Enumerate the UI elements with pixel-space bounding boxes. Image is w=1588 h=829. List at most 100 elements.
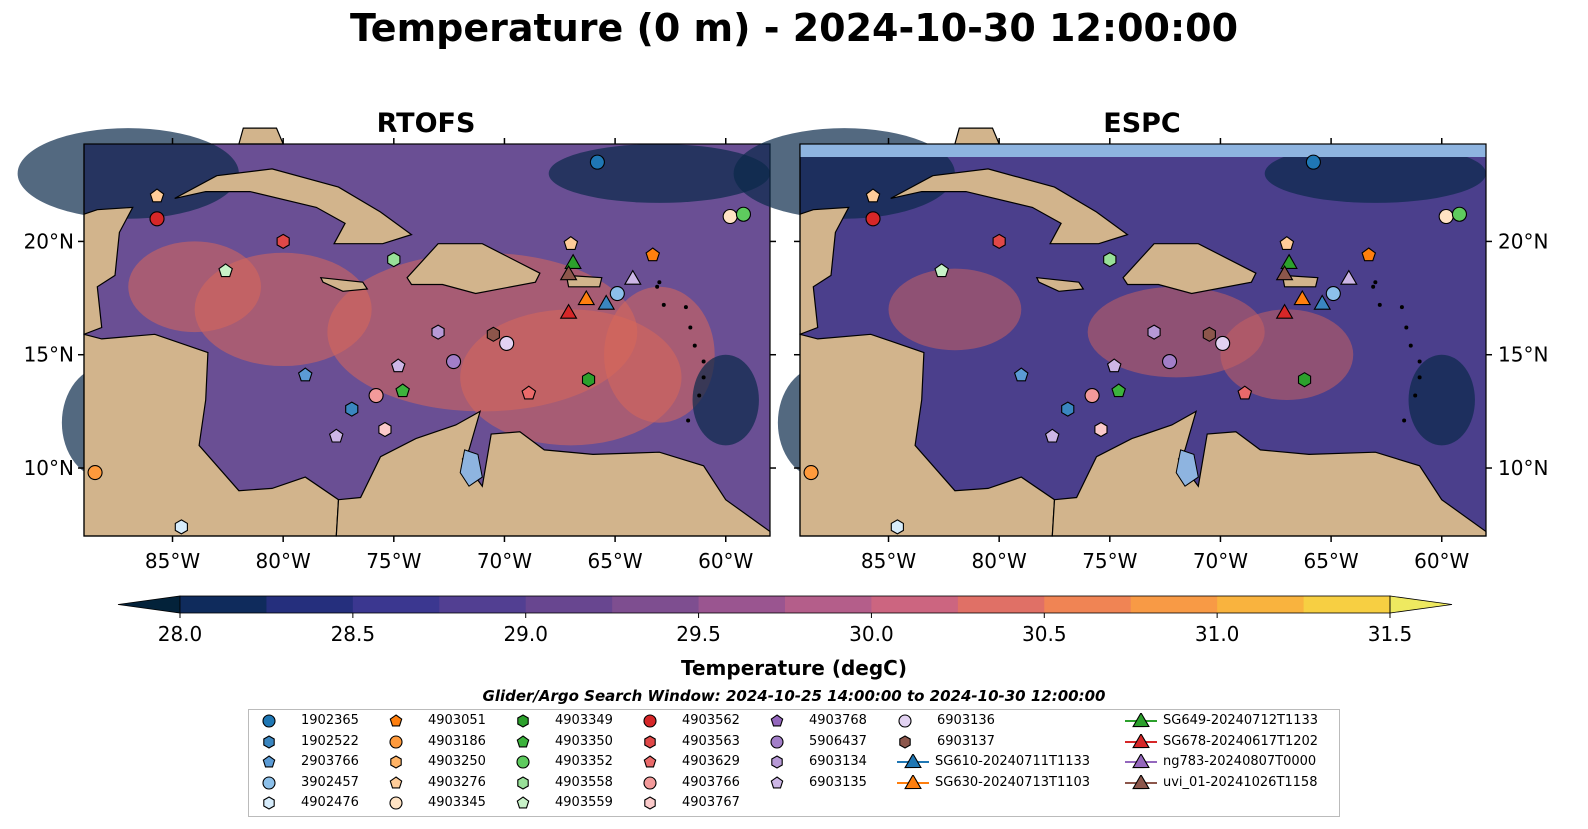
x-tick-label: 60°W: [698, 549, 753, 573]
colorbar-segment: [1130, 596, 1218, 613]
island: [1417, 375, 1422, 380]
legend-marker-icon: [262, 775, 276, 790]
legend-hexagon-icon: [899, 734, 911, 749]
legend-hexagon-icon: [263, 796, 275, 810]
island: [686, 418, 691, 423]
legend-label: 6903136: [937, 713, 995, 728]
station-6903134: [1147, 324, 1161, 340]
y-tick-label: 15°N: [1498, 343, 1548, 367]
station-3902457: [1325, 285, 1341, 302]
station-5906437: [1162, 353, 1178, 370]
colorbar-segment: [439, 596, 527, 613]
legend-marker-icon: [263, 796, 275, 810]
legend-triangle-icon: [1132, 774, 1150, 789]
station-SG610-20240711T1133: [1313, 294, 1332, 310]
colorbar-tick-label: 31.0: [1195, 622, 1240, 646]
legend-label: 1902522: [301, 733, 359, 749]
station-4903186: [87, 465, 103, 481]
legend-label: SG649-20240712T1133: [1163, 713, 1319, 728]
station-1902365: [589, 154, 605, 170]
legend-label: 5906437: [809, 733, 867, 749]
y-tick-label: 20°N: [1498, 229, 1548, 253]
x-tick-label: 70°W: [1193, 549, 1248, 573]
station-ng783-20240807T0000: [1339, 269, 1358, 285]
station-4903250: [563, 236, 579, 250]
legend-pentagon-icon: [643, 755, 657, 768]
legend-circle-icon: [262, 775, 276, 790]
x-tick-label: 85°W: [861, 549, 916, 573]
x-tick-label: 80°W: [256, 549, 311, 573]
legend-triangle-icon: [904, 754, 922, 769]
legend-marker-icon: [643, 775, 657, 790]
station-4903563: [992, 233, 1006, 250]
legend-label: 6903134: [809, 754, 867, 769]
legend-marker-icon: [1125, 733, 1157, 748]
legend-marker-icon: [898, 714, 912, 728]
legend-label: 4903352: [555, 754, 613, 769]
island: [1408, 343, 1413, 348]
colorbar-tick-label: 28.0: [158, 622, 203, 646]
legend-label: SG678-20240617T1202: [1163, 733, 1319, 749]
station-SG610-20240711T1133: [597, 294, 616, 310]
legend-label: 1902365: [301, 713, 359, 728]
station-6903134: [431, 324, 445, 340]
colorbar-segment: [785, 596, 872, 613]
warm-anomaly: [1220, 309, 1354, 401]
legend-label: 4903767: [682, 795, 740, 810]
station-4903558: [1103, 251, 1117, 268]
legend-label: 2903766: [301, 754, 359, 769]
colorbar-segment: [525, 596, 613, 613]
x-tick-label: 85°W: [145, 549, 200, 573]
station-1902365: [1305, 154, 1321, 170]
station-4903559: [218, 263, 233, 278]
legend-label: 4903558: [555, 774, 613, 790]
legend-marker-icon: [643, 714, 657, 728]
legend-circle-icon: [770, 734, 784, 749]
x-tick-label: 60°W: [1414, 549, 1469, 573]
station-4903766: [1084, 387, 1100, 404]
island: [1402, 418, 1407, 423]
colorbar-extend-max: [1389, 595, 1453, 614]
warm-anomaly: [888, 268, 1022, 351]
legend-label: 3902457: [301, 774, 359, 790]
legend-label: SG630-20240713T1103: [935, 774, 1091, 790]
x-tick-label: 70°W: [477, 549, 532, 573]
y-tick-label: 10°N: [1498, 456, 1548, 480]
colorbar-segment: [871, 596, 959, 613]
station-SG678-20240617T1202: [1275, 303, 1294, 319]
station-4902476: [174, 519, 188, 535]
legend-hexagon-icon: [263, 734, 275, 749]
colorbar-tick-label: 30.5: [1022, 622, 1067, 646]
station-4903767: [1094, 421, 1108, 438]
station-SG649-20240712T1133: [564, 253, 582, 269]
legend-hexagon-icon: [517, 775, 529, 790]
panel-title-espc: ESPC: [1103, 108, 1181, 139]
legend-marker-icon: [389, 796, 403, 810]
legend-triangle-icon: [1132, 733, 1150, 748]
colorbar-tick-label: 31.5: [1368, 622, 1413, 646]
colorbar-extend-min: [117, 595, 181, 614]
station-SG630-20240713T1103: [577, 289, 596, 306]
station-4903562: [149, 211, 165, 227]
station-4903629: [1237, 385, 1253, 400]
colorbar-tick-label: 29.0: [503, 622, 548, 646]
legend-marker-icon: [389, 734, 403, 749]
station-1902522: [1061, 401, 1075, 417]
legend-label: ng783-20240807T0000: [1163, 754, 1317, 769]
land-hispaniola: [1122, 243, 1257, 295]
station-6903136: [499, 335, 515, 351]
station-SG678-20240617T1202: [559, 303, 578, 319]
legend-circle-icon: [643, 714, 657, 728]
legend-marker-icon: [897, 774, 929, 789]
legend-label: 4903559: [555, 795, 613, 810]
legend-circle-icon: [262, 714, 276, 728]
legend: 1902365 1902522 2903766 3902457 4902476 49030…: [248, 709, 1340, 817]
island: [1417, 359, 1422, 364]
land-jamaica: [319, 276, 369, 292]
no-data-strip: [800, 144, 1486, 157]
land-hispaniola: [406, 243, 541, 295]
legend-label: uvi_01-20241026T1158: [1163, 774, 1318, 790]
land-yucatan: [799, 144, 850, 336]
legend-pentagon-icon: [770, 775, 784, 788]
station-1902522: [345, 401, 359, 417]
